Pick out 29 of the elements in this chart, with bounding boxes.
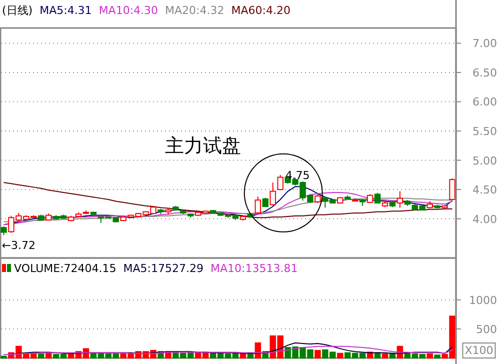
y-tick-label: 4.00 (472, 212, 497, 226)
text: MA60:4.20 (231, 4, 290, 17)
y-tick-label: 5.00 (472, 154, 497, 168)
legend-label: VOLUME:72404.15 (14, 262, 116, 275)
chart-title: (日线) (2, 4, 33, 17)
y-tick-label: 5.50 (472, 125, 497, 138)
text: MA10:4.30 (98, 4, 158, 17)
bar (426, 353, 433, 358)
y-axis-title: X100 (464, 344, 494, 357)
annotation: 主力试盘 (165, 135, 241, 157)
bar (38, 353, 44, 358)
y-tick-label: 4.50 (472, 184, 497, 197)
text: MA5:17527.29 (123, 262, 204, 275)
bar (314, 350, 321, 358)
y-tick-label: 1000 (469, 294, 497, 307)
text: MA20:4.32 (165, 4, 224, 17)
y-tick-label: 6.50 (472, 66, 497, 80)
bar (337, 352, 344, 358)
line-series (3, 346, 453, 356)
text: MA10:13513.81 (210, 262, 298, 275)
annotation: 4.75 (285, 168, 310, 182)
bar (434, 354, 440, 358)
bar (382, 353, 388, 358)
y-tick-label: 6.00 (472, 96, 497, 109)
y-tick-label: 7.00 (472, 37, 497, 50)
y-tick-label: 500 (476, 322, 497, 336)
line-series (3, 182, 453, 218)
text: MA5:4.31 (40, 4, 92, 17)
annotation: ←3.72 (2, 239, 36, 252)
